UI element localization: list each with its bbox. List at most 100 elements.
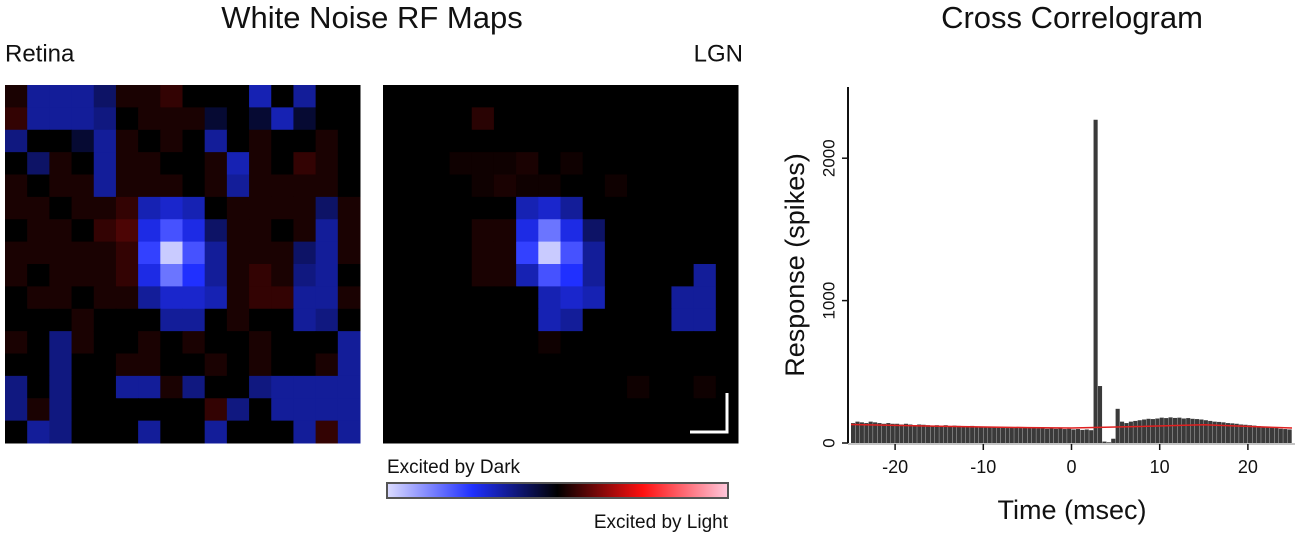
heatmap-cell [582, 174, 606, 198]
histogram-bar [925, 425, 931, 443]
trend-line [850, 423, 1293, 429]
heatmap-cell [538, 353, 561, 377]
heatmap-cell [337, 107, 361, 131]
heatmap-cell [271, 331, 294, 354]
heatmap-cell [471, 174, 495, 198]
heatmap-cell [315, 308, 339, 332]
heatmap-cell [493, 196, 517, 220]
heatmap-cell [271, 152, 294, 175]
heatmap-cell [582, 286, 606, 310]
heatmap-cell [582, 152, 606, 175]
heatmap-cell [293, 196, 317, 220]
heatmap-cell [49, 219, 73, 243]
heatmap-cell [5, 196, 28, 220]
heatmap-cell [649, 398, 672, 422]
heatmap-cell [293, 85, 317, 108]
heatmap-cell [627, 331, 650, 354]
histogram-bar [864, 423, 869, 443]
heatmap-cell [693, 331, 717, 354]
heatmap-cell [226, 174, 250, 198]
heatmap-cell [582, 107, 606, 131]
heatmap-cell [5, 219, 28, 243]
colorbar [386, 482, 729, 499]
heatmap-cell [337, 308, 361, 332]
histogram-bar [1234, 423, 1239, 443]
heatmap-cell [337, 353, 361, 377]
heatmap-cell [671, 107, 695, 131]
heatmap-cell [449, 129, 473, 153]
histogram-bar [1022, 427, 1028, 443]
heatmap-cell [27, 219, 50, 243]
heatmap-cell [5, 174, 28, 198]
heatmap-cell [449, 219, 473, 243]
x-tick-label: 10 [1150, 457, 1170, 477]
heatmap-cell [649, 107, 672, 131]
histogram-bar [934, 425, 939, 443]
heatmap-cell [582, 398, 606, 422]
heatmap-cell [693, 152, 717, 175]
heatmap-cell [627, 286, 650, 310]
heatmap-cell [226, 264, 250, 287]
heatmap-cell [226, 85, 250, 108]
heatmap-cell [493, 375, 517, 399]
heatmap-cell [315, 286, 339, 310]
heatmap-cell [538, 107, 561, 131]
heatmap-cell [560, 375, 584, 399]
heatmap-cell [383, 398, 406, 422]
heatmap-cell [383, 174, 406, 198]
histogram-bar [1014, 427, 1019, 443]
heatmap-cell [49, 420, 73, 444]
heatmap-cell [582, 264, 606, 287]
heatmap-cell [449, 196, 473, 220]
heatmap-cell [516, 398, 539, 422]
heatmap-cell [138, 353, 161, 377]
heatmap-cell [71, 152, 95, 175]
heatmap-cell [337, 264, 361, 287]
heatmap-cell [516, 308, 539, 332]
histogram-bar [1120, 421, 1125, 443]
heatmap-cell [449, 174, 473, 198]
heatmap-cell [560, 308, 584, 332]
heatmap-cell [160, 107, 183, 131]
heatmap-cell [649, 174, 672, 198]
heatmap-cell [249, 331, 272, 354]
heatmap-cell [516, 129, 539, 153]
heatmap-cell [715, 107, 739, 131]
heatmap-cell [693, 264, 717, 287]
heatmap-cell [649, 219, 672, 243]
histogram-bar [1199, 419, 1204, 443]
heatmap-cell [27, 241, 50, 265]
heatmap-cell [582, 241, 606, 265]
heatmap-cell [293, 174, 317, 198]
heatmap-cell [226, 308, 250, 332]
heatmap-cell [427, 219, 451, 243]
histogram-bar [939, 425, 944, 443]
heatmap-cell [5, 420, 28, 444]
heatmap-cell [471, 152, 495, 175]
heatmap-cell [226, 129, 250, 153]
heatmap-cell [560, 241, 584, 265]
x-tick-label: 0 [1066, 457, 1076, 477]
heatmap-cell [493, 286, 517, 310]
histogram-bar [1040, 428, 1045, 443]
heatmap-cell [560, 196, 584, 220]
heatmap-cell [182, 375, 206, 399]
heatmap-cell [337, 420, 361, 444]
heatmap-cell [516, 196, 539, 220]
heatmap-cell [715, 196, 739, 220]
histogram-bar [1027, 428, 1032, 443]
heatmap-cell [383, 241, 406, 265]
heatmap-cell [293, 286, 317, 310]
heatmap-cell [5, 264, 28, 287]
heatmap-cell [471, 219, 495, 243]
heatmap-cell [182, 398, 206, 422]
heatmap-cell [293, 219, 317, 243]
heatmap-cell [427, 174, 451, 198]
heatmap-cell [405, 174, 428, 198]
heatmap-cell [27, 286, 50, 310]
heatmap-cell [493, 174, 517, 198]
heatmap-cell [604, 129, 628, 153]
heatmap-cell [471, 375, 495, 399]
